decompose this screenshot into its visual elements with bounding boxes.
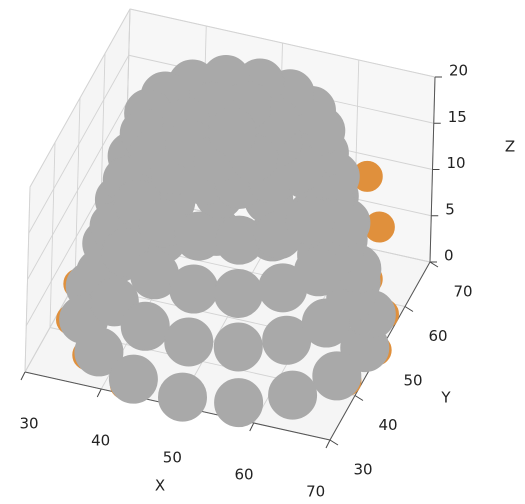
point [213, 268, 263, 318]
point [312, 351, 362, 401]
point [268, 370, 318, 420]
x-tick-label: 70 [306, 483, 325, 501]
z-tick-label: 0 [444, 247, 454, 265]
x-tick-label: 60 [234, 466, 253, 484]
y-tick-label: 60 [428, 327, 447, 345]
x-tick-label: 30 [19, 415, 38, 433]
y-tick-label: 70 [453, 283, 472, 301]
y-tick-label: 50 [403, 372, 422, 390]
grid-line [27, 101, 128, 280]
point [213, 322, 263, 372]
point [74, 327, 124, 377]
x-tick [20, 371, 26, 381]
z-axis-label: Z [505, 138, 515, 156]
y-tick [429, 261, 439, 268]
x-axis-label: X [155, 477, 165, 495]
point [120, 301, 170, 351]
x-tick [325, 439, 331, 449]
z-axis-line [429, 76, 436, 263]
y-tick [404, 306, 414, 312]
x-tick-label: 50 [163, 449, 182, 467]
x-tick [249, 422, 255, 432]
y-tick-label: 40 [378, 416, 397, 434]
point [293, 247, 343, 297]
z-tick-label: 10 [447, 154, 466, 172]
point [158, 372, 207, 422]
point [285, 196, 335, 246]
point [208, 107, 257, 157]
z-tick-label: 5 [445, 200, 455, 218]
x-tick [96, 388, 102, 398]
grid-line [28, 55, 130, 234]
x-tick-label: 40 [91, 432, 110, 450]
grid-line [29, 8, 131, 188]
y-tick [329, 439, 339, 446]
point [214, 378, 264, 428]
point [108, 354, 158, 404]
y-axis-label: Y [440, 389, 451, 407]
y-tick [354, 395, 364, 401]
z-tick-label: 20 [449, 62, 468, 80]
point [164, 317, 214, 367]
grid-line [129, 8, 436, 78]
y-tick-label: 30 [353, 461, 372, 479]
point [169, 264, 219, 314]
z-tick-label: 15 [448, 108, 467, 126]
point [301, 298, 351, 348]
